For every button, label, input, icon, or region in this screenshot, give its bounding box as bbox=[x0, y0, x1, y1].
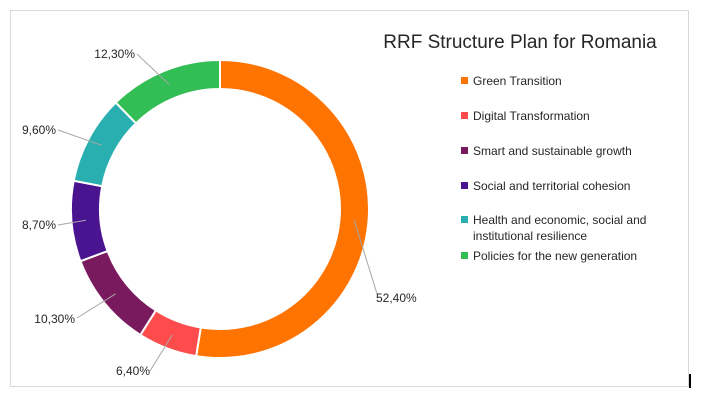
leader-line-policies-for-the-new-generation bbox=[136, 53, 170, 85]
legend-swatch-smart-and-sustainable-growth bbox=[461, 147, 468, 154]
data-label-social-and-territorial-cohesion: 8,70% bbox=[22, 218, 56, 232]
leader-line-health-and-economic-social-and-institutional-resilience bbox=[57, 129, 102, 146]
legend-swatch-social-and-territorial-cohesion bbox=[461, 182, 468, 189]
legend-label-social-and-territorial-cohesion: Social and territorial cohesion bbox=[473, 179, 630, 193]
legend-label-green-transition: Green Transition bbox=[473, 74, 562, 88]
legend-swatch-green-transition bbox=[461, 77, 468, 84]
data-labels: 52,40% 6,40% 10,30% 8,70% 9,60% 12,30% bbox=[22, 47, 417, 378]
slice-social-and-territorial-cohesion bbox=[70, 179, 109, 263]
legend-label-health-and-economic-social-and-institutional-resilience-line-2: institutional resilience bbox=[473, 229, 587, 243]
leader-line-smart-and-sustainable-growth bbox=[76, 293, 116, 319]
leader-line-digital-transformation bbox=[149, 334, 173, 372]
leader-line-social-and-territorial-cohesion bbox=[57, 219, 87, 226]
slice-smart-and-sustainable-growth bbox=[79, 249, 158, 337]
chart-title: RRF Structure Plan for Romania bbox=[383, 32, 657, 53]
leader-line-green-transition bbox=[353, 219, 379, 298]
legend-swatch-policies-for-the-new-generation bbox=[461, 252, 468, 259]
slice-green-transition bbox=[195, 58, 370, 359]
data-label-health-and-economic-social-and-institutional-resilience: 9,60% bbox=[22, 123, 56, 137]
slice-policies-for-the-new-generation bbox=[114, 58, 221, 125]
legend-label-health-and-economic-social-and-institutional-resilience-line-1: Health and economic, social and bbox=[473, 213, 646, 227]
legend-swatch-digital-transformation bbox=[461, 112, 468, 119]
doughnut-slices bbox=[70, 58, 370, 359]
data-label-digital-transformation: 6,40% bbox=[116, 364, 150, 378]
text-cursor bbox=[689, 374, 691, 388]
legend-label-digital-transformation: Digital Transformation bbox=[473, 109, 590, 123]
legend-label-policies-for-the-new-generation: Policies for the new generation bbox=[473, 249, 637, 263]
data-label-policies-for-the-new-generation: 12,30% bbox=[94, 47, 135, 61]
data-label-smart-and-sustainable-growth: 10,30% bbox=[34, 312, 75, 326]
legend-swatch-health-and-economic-social-and-institutional-resilience bbox=[461, 216, 468, 223]
legend-label-smart-and-sustainable-growth: Smart and sustainable growth bbox=[473, 144, 632, 158]
legend: Green Transition Digital Transformation Sm… bbox=[461, 74, 646, 263]
data-label-green-transition: 52,40% bbox=[376, 291, 417, 305]
